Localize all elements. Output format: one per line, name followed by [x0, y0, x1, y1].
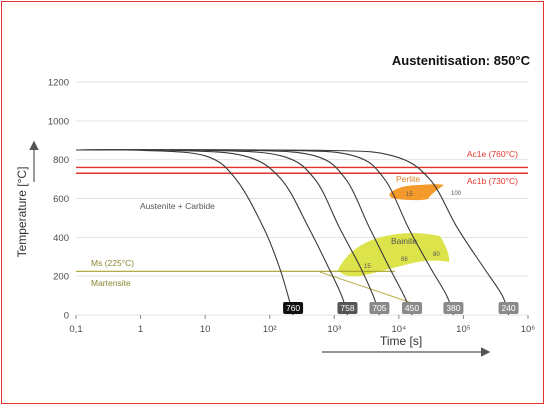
- ac1e-label: Ac1e (760°C): [467, 149, 518, 159]
- hardness-value: 380: [446, 303, 460, 313]
- hardness-badge-bg: [369, 302, 390, 314]
- hardness-badge-bg: [402, 302, 423, 314]
- ms-label: Ms (225°C): [91, 258, 134, 268]
- cooling-curve-705: [75, 149, 380, 316]
- cooling-curve-450: [75, 149, 413, 316]
- x-axis-title: Time [s]: [380, 334, 422, 348]
- hardness-badge-760: 760: [283, 302, 304, 314]
- hardness-value: 760: [286, 303, 300, 313]
- x-tick-label: 10²: [263, 324, 277, 335]
- hardness-value: 450: [405, 303, 419, 313]
- hardness-badge-bg: [498, 302, 519, 314]
- perlite-region: [389, 184, 444, 201]
- austenite-carbide-label: Austenite + Carbide: [140, 201, 215, 211]
- y-tick-label: 600: [53, 194, 69, 205]
- martensite-label: Martensite: [91, 278, 131, 288]
- hardness-badge-240: 240: [498, 302, 519, 314]
- hardness-badge-bg: [283, 302, 304, 314]
- bainite-leader-line: [319, 271, 413, 304]
- x-tick-label: 10⁵: [456, 324, 471, 335]
- y-tick-label: 800: [53, 155, 69, 166]
- x-tick-label: 10⁴: [392, 324, 407, 335]
- y-tick-label: 1000: [48, 116, 69, 127]
- bainite-value-80: 80: [433, 252, 440, 258]
- hardness-badge-450: 450: [402, 302, 423, 314]
- bainite-region: [338, 233, 450, 277]
- gridlines: [76, 81, 528, 316]
- x-tick-labels: 0,1 1 10 10² 10³ 10⁴ 10⁵ 10⁶: [69, 315, 535, 335]
- hardness-badge-758: 758: [337, 302, 358, 314]
- cooling-curve-760: [75, 149, 294, 316]
- cooling-curve-240: [75, 149, 510, 316]
- perlite-value-100: 100: [451, 191, 462, 197]
- hardness-badge-bg: [443, 302, 464, 314]
- x-tick-label: 10⁶: [521, 324, 536, 335]
- hardness-value: 240: [501, 303, 515, 313]
- x-tick-label: 10³: [327, 324, 341, 335]
- y-axis-title: Temperature [°C]: [15, 167, 29, 258]
- perlite-label: Perlite: [396, 174, 420, 184]
- y-tick-label: 200: [53, 272, 69, 283]
- y-tick-label: 400: [53, 233, 69, 244]
- x-tick-label: 10: [200, 324, 211, 335]
- hardness-value: 705: [372, 303, 386, 313]
- y-tick-label: 1200: [48, 78, 69, 89]
- cooling-curves: [75, 149, 510, 316]
- hardness-value: 758: [340, 303, 354, 313]
- cooling-curve-758: [75, 149, 349, 316]
- bainite-value-88: 88: [401, 257, 408, 263]
- y-tick-labels: 0 200 400 600 800 1000 1200: [48, 78, 69, 322]
- hardness-badge-bg: [337, 302, 358, 314]
- x-tick-label: 0,1: [69, 324, 82, 335]
- hardness-badge-380: 380: [443, 302, 464, 314]
- bainite-label: Bainite: [391, 236, 417, 246]
- hardness-badge-705: 705: [369, 302, 390, 314]
- ac1b-label: Ac1b (730°C): [467, 176, 518, 186]
- chart-title: Austenitisation: 850°C: [392, 53, 531, 68]
- hardness-badges: 760 758 705 450 380 240: [283, 302, 519, 314]
- perlite-value-15: 15: [406, 192, 413, 198]
- x-tick-label: 1: [138, 324, 143, 335]
- bainite-value-15: 15: [364, 264, 371, 270]
- y-tick-label: 0: [64, 311, 69, 322]
